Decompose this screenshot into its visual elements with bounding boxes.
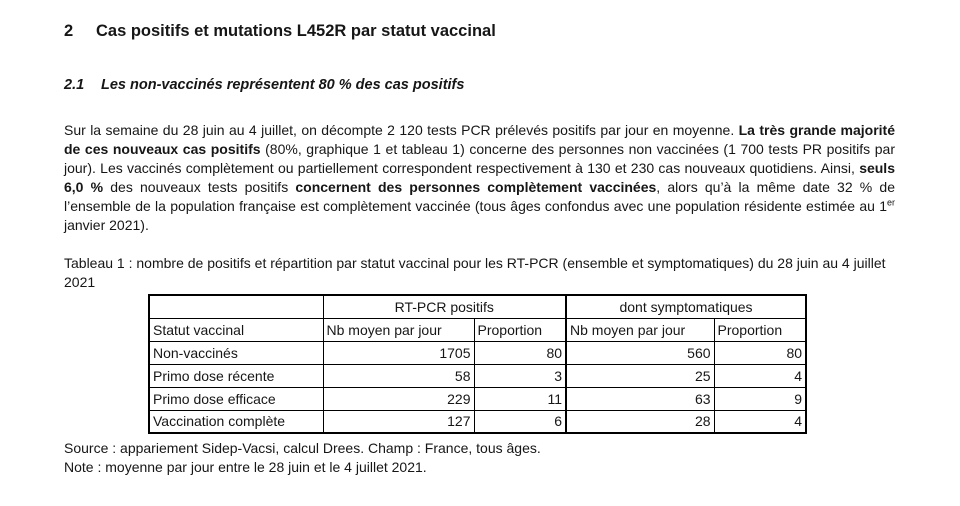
text-segment: Sur la semaine du 28 juin au 4 juillet, … (64, 122, 739, 138)
table-header: RT-PCR positifs dont symptomatiques Statut… (148, 294, 807, 342)
row-label: Non-vaccinés (148, 340, 324, 365)
subsection-heading: 2.1 Les non-vaccinés représentent 80 % de… (64, 76, 896, 94)
value-cell: 9 (713, 386, 807, 411)
table-row: Primo dose efficace 229 11 63 9 (148, 386, 807, 411)
bold-text-segment: La très grande majorité de ces nouveaux … (64, 122, 895, 157)
value-cell: 63 (565, 386, 715, 411)
bold-text-segment: concernent des personnes complètement va… (295, 179, 657, 195)
table-row: Primo dose récente 58 3 25 4 (148, 363, 807, 388)
value-cell: 560 (565, 340, 715, 365)
column-header-cell: Proportion (473, 317, 567, 342)
text-segment: des nouveaux tests positifs (103, 179, 296, 195)
text-segment: , alors qu’à la même date 32 % de l’ense… (64, 179, 895, 214)
value-cell: 6 (473, 409, 567, 434)
value-cell: 58 (322, 363, 475, 388)
table-1: RT-PCR positifs dont symptomatiques Statut… (148, 294, 808, 434)
row-label: Vaccination complète (148, 409, 324, 434)
text-segment: (80%, graphique 1 et tableau 1) concerne… (64, 141, 895, 176)
value-cell: 11 (473, 386, 567, 411)
value-cell: 127 (322, 409, 475, 434)
subsection-title: Les non-vaccinés représentent 80 % des c… (101, 77, 465, 93)
text-segment: er (886, 197, 895, 208)
column-header-cell: Proportion (713, 317, 807, 342)
value-cell: 4 (713, 363, 807, 388)
column-header-cell: Nb moyen par jour (322, 317, 475, 342)
value-cell: 80 (713, 340, 807, 365)
group-header-cell: RT-PCR positifs (322, 294, 567, 319)
value-cell: 25 (565, 363, 715, 388)
note-line: Note : moyenne par jour entre le 28 juin… (64, 459, 427, 475)
group-header-cell: dont symptomatiques (565, 294, 807, 319)
source-line: Source : appariement Sidep-Vacsi, calcul… (64, 440, 541, 456)
column-header-cell: Statut vaccinal (148, 317, 324, 342)
value-cell: 229 (322, 386, 475, 411)
table-body: Non-vaccinés 1705 80 560 80 Primo dose récent… (148, 340, 807, 434)
table-caption: Tableau 1 : nombre de positifs et répart… (64, 255, 886, 290)
value-cell: 1705 (322, 340, 475, 365)
table-row: Non-vaccinés 1705 80 560 80 (148, 340, 807, 365)
section-number: 2 (64, 22, 74, 40)
subsection-number: 2.1 (64, 77, 85, 93)
value-cell: 28 (565, 409, 715, 434)
value-cell: 4 (713, 409, 807, 434)
section-title: Cas positifs et mutations L452R par stat… (96, 22, 496, 40)
row-label: Primo dose efficace (148, 386, 324, 411)
column-header-cell: Nb moyen par jour (565, 317, 715, 342)
group-header-cell (148, 294, 324, 319)
table-row: Vaccination complète 127 6 28 4 (148, 409, 807, 434)
section-heading: 2 Cas positifs et mutations L452R par sta… (64, 22, 896, 41)
text-segment: janvier 2021). (64, 217, 149, 233)
value-cell: 80 (473, 340, 567, 365)
bold-text-segment: seuls 6,0 % (64, 160, 895, 195)
value-cell: 3 (473, 363, 567, 388)
row-label: Primo dose récente (148, 363, 324, 388)
body-paragraph: Sur la semaine du 28 juin au 4 juillet, … (64, 121, 895, 235)
